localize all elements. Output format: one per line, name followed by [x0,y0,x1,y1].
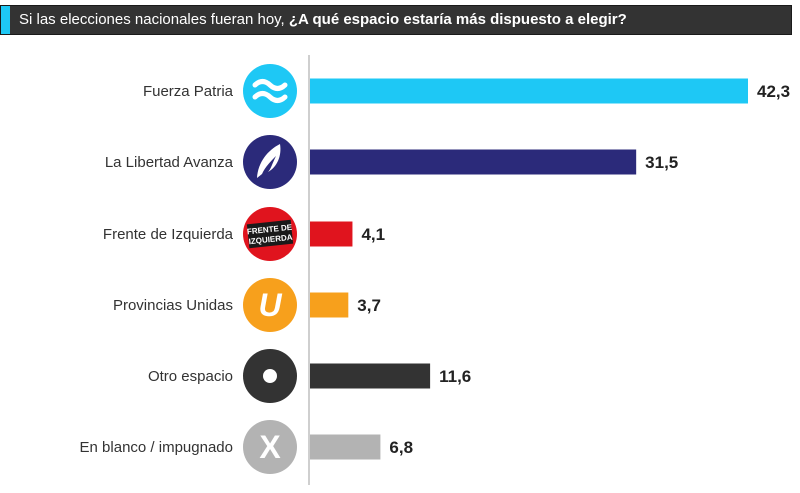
title-accent [1,6,10,34]
value-label: 3,7 [357,296,381,315]
value-label: 11,6 [439,367,471,386]
wave-stroke [252,91,288,103]
bar [310,292,349,318]
category-label: La Libertad Avanza [105,154,234,171]
libertad-avanza-logo-icon [243,135,297,189]
otro-espacio-icon [243,349,297,403]
category-label: Otro espacio [148,368,233,385]
category-label: En blanco / impugnado [80,439,233,456]
feather-shape [257,144,281,178]
bar [310,149,637,175]
badge-background [246,219,294,249]
blank-x-icon: X [243,420,297,474]
wave-stroke [252,79,288,91]
category-label: Fuerza Patria [143,83,234,100]
bar [310,363,431,389]
value-label: 4,1 [361,225,385,244]
bar [310,78,748,104]
category-label: Provincias Unidas [113,297,233,314]
value-label: 31,5 [645,153,678,172]
value-label: 6,8 [389,438,413,457]
icon-circle [243,278,297,332]
provincias-unidas-logo-icon: U [243,278,297,332]
chart-title: Si las elecciones nacionales fueran hoy,… [19,6,627,34]
center-dot [263,369,277,383]
chart-title-bar: Si las elecciones nacionales fueran hoy,… [0,5,792,35]
bar [310,221,353,247]
value-label: 42,3 [757,82,790,101]
category-label: Frente de Izquierda [103,226,234,243]
fuerza-patria-logo-icon [243,64,297,118]
u-letter: U [258,287,282,323]
icon-circle [243,64,297,118]
chart-title-question: ¿A qué espacio estaría más dispuesto a e… [288,11,627,28]
chart-title-lead: Si las elecciones nacionales fueran hoy, [19,11,285,28]
x-letter: X [259,429,281,465]
bar [310,434,381,460]
icon-circle [243,420,297,474]
